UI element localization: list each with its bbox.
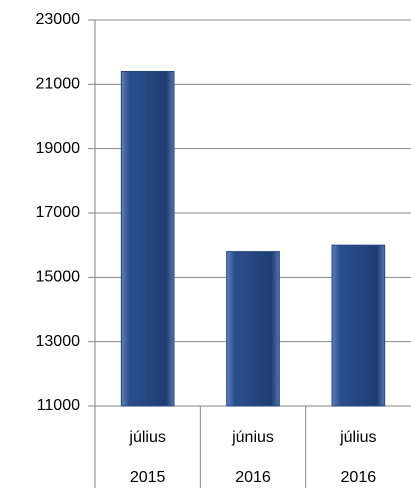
x-tick-label: július xyxy=(339,429,376,446)
y-tick-label: 15000 xyxy=(36,269,81,286)
y-tick-label: 11000 xyxy=(37,397,80,414)
x-tick-label: június xyxy=(231,429,274,446)
bar xyxy=(120,70,175,407)
y-tick-label: 23000 xyxy=(36,11,81,28)
y-tick-label: 13000 xyxy=(36,333,81,350)
y-tick-label: 19000 xyxy=(36,140,81,157)
x-tick-label-year: 2016 xyxy=(341,469,377,486)
bar xyxy=(226,251,280,407)
x-tick-label: július xyxy=(128,429,165,446)
bar xyxy=(331,244,386,407)
x-tick-label-year: 2015 xyxy=(130,469,166,486)
y-tick-label: 17000 xyxy=(36,204,81,221)
y-tick-label: 21000 xyxy=(36,76,81,93)
x-tick-label-year: 2016 xyxy=(235,469,271,486)
